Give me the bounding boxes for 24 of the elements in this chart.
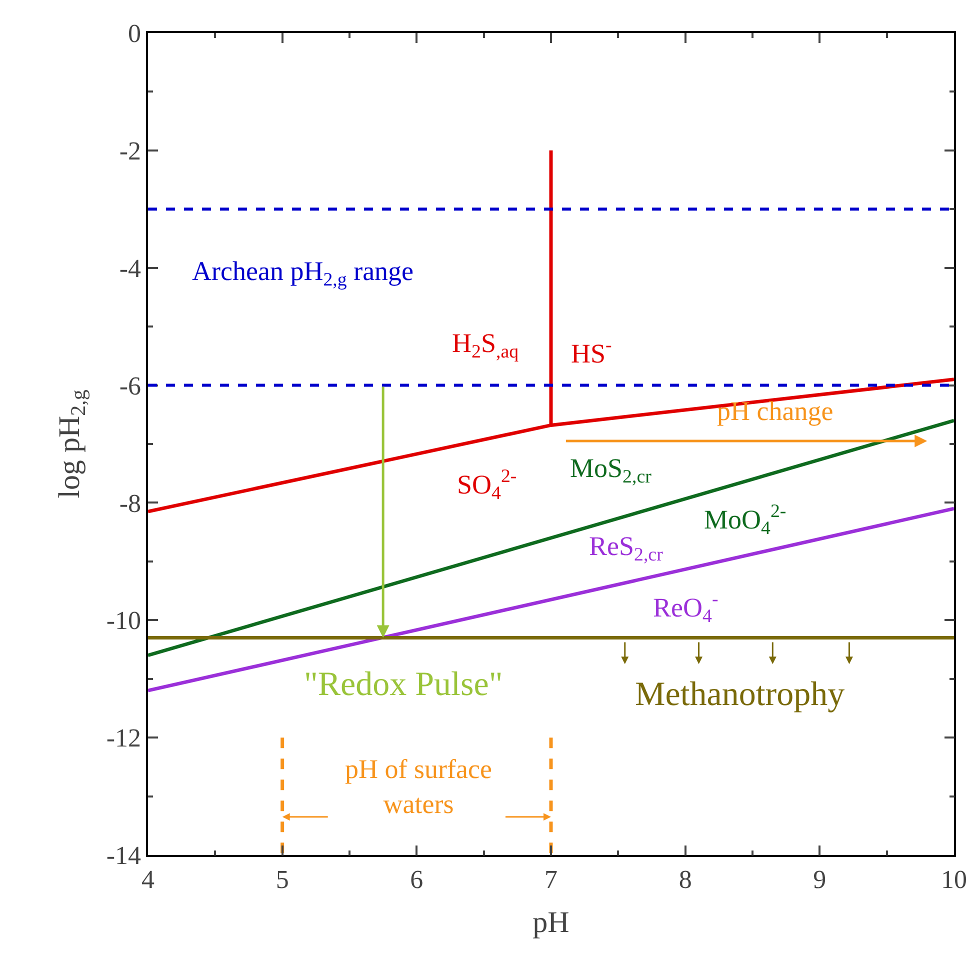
x-tick-label: 7 xyxy=(544,864,558,894)
annotation: Archean pH$_{2,g}$ range xyxy=(192,256,414,291)
annotation: MoS$_{2,cr}$ xyxy=(570,453,652,488)
annotation: pH of surface waters xyxy=(345,754,492,820)
y-tick-label: -2 xyxy=(119,136,142,166)
x-axis-title: pH xyxy=(532,906,570,939)
annotation: HS$^{-}$ xyxy=(571,335,612,368)
x-tick-label: 8 xyxy=(678,864,692,894)
x-tick-label: 10 xyxy=(941,864,967,894)
y-tick-label: -6 xyxy=(119,371,142,400)
y-tick-label: -14 xyxy=(106,841,142,870)
x-tick-label: 6 xyxy=(410,864,424,894)
y-tick-label: 0 xyxy=(128,19,142,48)
x-tick-label: 4 xyxy=(142,864,154,894)
annotation: H$_{2}$S$_{,aq}$ xyxy=(452,328,520,363)
y-tick-label: -4 xyxy=(119,254,142,283)
annotation: "Redox Pulse" xyxy=(304,666,503,703)
y-tick-label: -8 xyxy=(119,488,142,518)
annotation: Methanotrophy xyxy=(635,676,845,713)
y-tick-label: -10 xyxy=(106,606,142,636)
x-tick-label: 9 xyxy=(813,864,826,894)
y-tick-label: -12 xyxy=(106,724,142,753)
annotation: ReS$_{2,cr}$ xyxy=(589,531,664,566)
x-tick-label: 5 xyxy=(276,864,289,894)
